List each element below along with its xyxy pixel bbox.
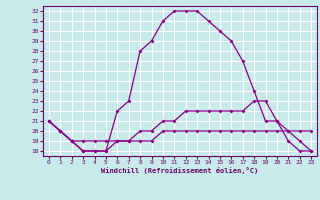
X-axis label: Windchill (Refroidissement éolien,°C): Windchill (Refroidissement éolien,°C) xyxy=(101,167,259,174)
